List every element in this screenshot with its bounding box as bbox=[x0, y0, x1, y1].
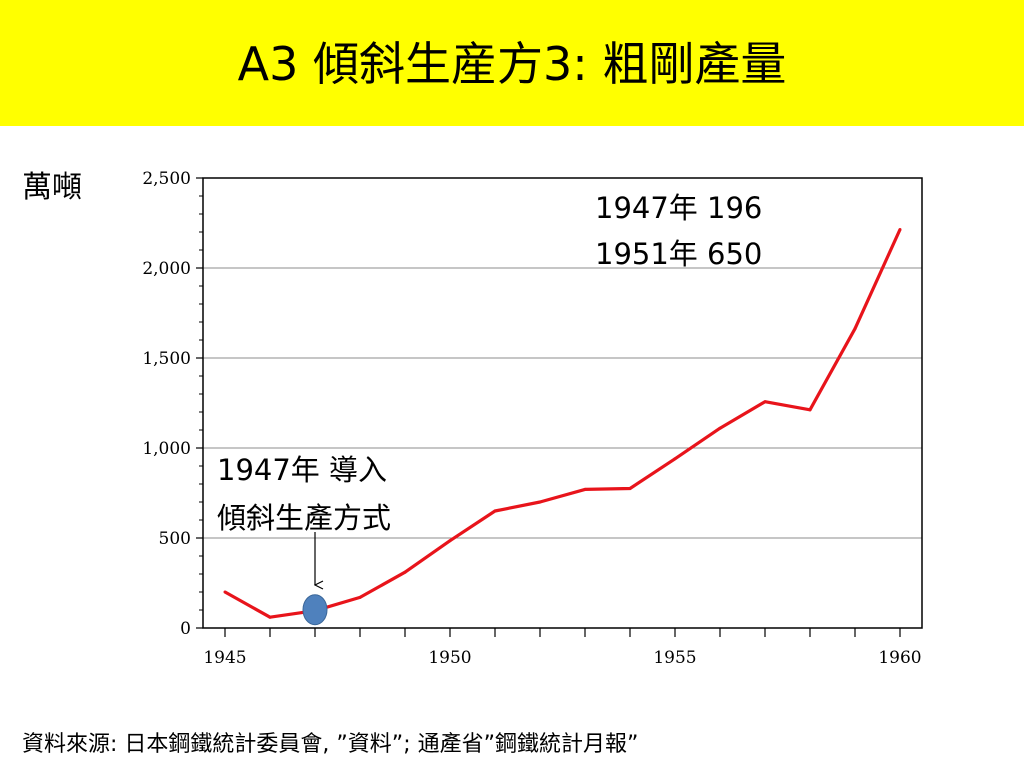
data-point bbox=[853, 327, 857, 331]
x-tick-label: 1950 bbox=[428, 648, 471, 668]
y-tick-label: 1,500 bbox=[142, 349, 191, 369]
series-line-crude-steel bbox=[224, 228, 902, 619]
data-point bbox=[268, 615, 272, 619]
source-note: 資料來源: 日本鋼鐵統計委員會, ”資料”; 通產省”鋼鐵統計月報” bbox=[22, 732, 639, 757]
annotation-policy-line2: 傾斜生產方式 bbox=[217, 501, 391, 535]
y-tick-label: 2,500 bbox=[142, 169, 191, 189]
data-point bbox=[448, 539, 452, 543]
data-point bbox=[718, 426, 722, 430]
y-tick-label: 2,000 bbox=[142, 259, 191, 279]
data-point bbox=[628, 487, 632, 490]
data-point bbox=[583, 487, 587, 491]
data-point bbox=[538, 500, 542, 504]
x-tick-label: 1945 bbox=[203, 648, 246, 668]
y-tick-label: 1,000 bbox=[142, 439, 191, 459]
x-tick-label: 1955 bbox=[653, 648, 696, 668]
data-point bbox=[763, 400, 767, 404]
data-point bbox=[673, 457, 677, 461]
slide-title: A3 傾斜生産方3: 粗剛產量 bbox=[237, 37, 787, 91]
x-tick-label: 1960 bbox=[878, 648, 921, 668]
title-bar bbox=[0, 0, 1024, 126]
axes: 0 500 1,000 1,500 2,000 2,500 1945 1950 1955 1960 bbox=[142, 169, 921, 668]
y-tick-label: 500 bbox=[159, 529, 191, 549]
data-point bbox=[403, 570, 407, 574]
marker-1947-point bbox=[302, 594, 328, 626]
y-tick-label: 0 bbox=[180, 619, 191, 639]
annotation-1951-value: 1951年 650 bbox=[595, 237, 762, 271]
grid-lines bbox=[203, 267, 922, 539]
annotation-1947-value: 1947年 196 bbox=[595, 191, 762, 225]
y-unit-label: 萬噸 bbox=[22, 170, 82, 205]
plot-frame bbox=[202, 177, 923, 629]
data-point bbox=[808, 408, 812, 412]
marker-group bbox=[302, 594, 328, 626]
series-group bbox=[223, 227, 902, 619]
data-point bbox=[223, 590, 227, 594]
annotation-policy-line1: 1947年 導入 bbox=[217, 453, 387, 487]
data-point bbox=[358, 595, 362, 599]
data-point bbox=[493, 509, 497, 513]
data-point bbox=[898, 227, 902, 231]
